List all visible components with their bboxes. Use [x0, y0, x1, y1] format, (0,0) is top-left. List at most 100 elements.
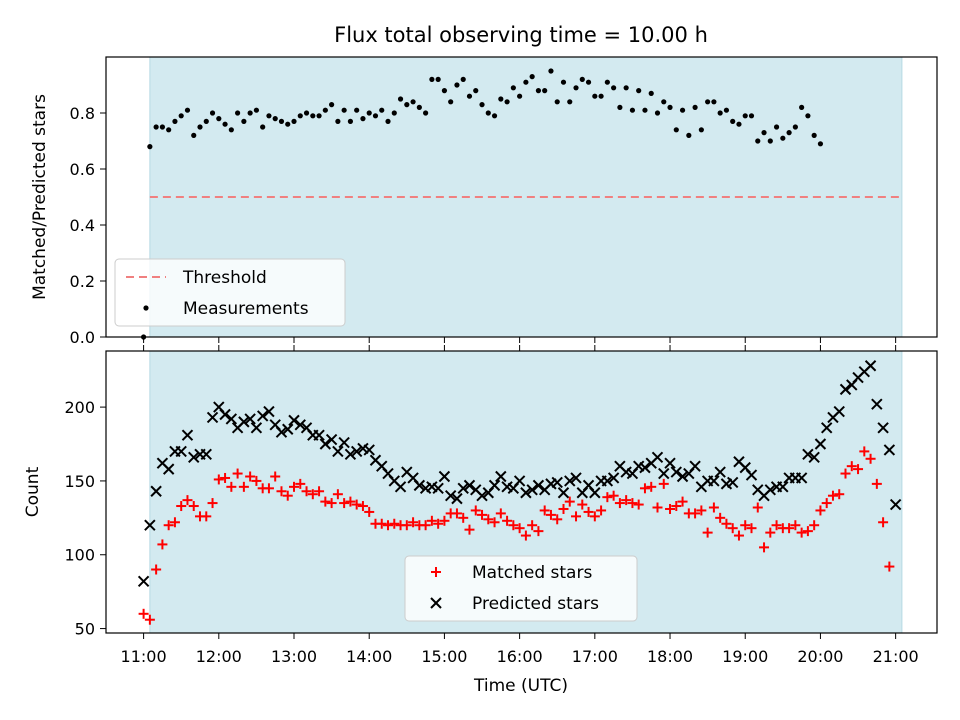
matched-star-point	[627, 498, 638, 509]
measurement-point	[611, 85, 617, 91]
predicted-star-point	[670, 466, 683, 478]
matched-star-point	[514, 523, 525, 534]
count-xtick-label: 11:00	[121, 647, 167, 666]
matched-star-point	[827, 490, 838, 501]
measurement-point	[153, 124, 159, 130]
count-ylabel: Count	[23, 466, 43, 517]
matched-star-point	[426, 515, 437, 526]
matched-star-point	[746, 523, 757, 534]
matched-star-point	[502, 515, 513, 526]
measurement-point	[260, 124, 266, 130]
matched-star-point	[213, 474, 224, 485]
matched-star-point	[790, 520, 801, 531]
matched-star-point	[639, 483, 650, 494]
measurement-point	[341, 107, 347, 113]
predicted-star-point	[363, 444, 375, 456]
matched-star-point	[508, 520, 519, 531]
predicted-star-point	[726, 476, 739, 489]
predicted-star-point	[275, 426, 288, 438]
matched-star-point	[621, 495, 632, 506]
predicted-star-point	[206, 411, 219, 424]
measurement-point	[485, 110, 491, 116]
count-xtick-label: 20:00	[797, 647, 843, 666]
predicted-star-point	[520, 487, 532, 499]
measurement-point	[266, 113, 272, 119]
matched-star-point	[552, 514, 563, 525]
predicted-star-point	[238, 416, 250, 428]
measurement-point	[535, 88, 542, 94]
measurement-point	[235, 110, 241, 116]
measurement-point	[755, 138, 761, 144]
measurement-point	[322, 107, 328, 113]
measurement-point	[773, 124, 780, 130]
matched-star-point	[608, 490, 619, 501]
ratio-ytick-label: 0.2	[70, 272, 95, 291]
predicted-star-point	[150, 485, 162, 497]
matched-star-point	[163, 520, 174, 531]
legend-threshold-label: Threshold	[182, 268, 267, 288]
ratio-legend-box	[114, 258, 346, 327]
predicted-star-point	[839, 383, 852, 396]
matched-star-point	[708, 502, 719, 513]
ratio-legend: Threshold Measurements	[114, 258, 346, 327]
predicted-star-point	[325, 433, 338, 446]
matched-star-point	[646, 481, 657, 492]
matched-star-point	[602, 492, 613, 503]
measurement-point	[272, 116, 278, 122]
measurement-point	[679, 107, 686, 113]
matched-star-point	[383, 520, 394, 531]
legend-predicted-marker	[430, 597, 442, 609]
matched-star-point	[702, 527, 713, 538]
measurement-point	[767, 138, 773, 144]
matched-star-point	[332, 489, 343, 500]
measurement-point	[435, 76, 441, 82]
measurement-point	[316, 113, 322, 119]
measurement-point	[742, 113, 748, 119]
measurement-point	[529, 74, 535, 80]
measurement-point	[592, 93, 598, 99]
measurement-point	[291, 118, 297, 124]
count-xlabel: Time (UTC)	[473, 676, 568, 696]
matched-star-point	[596, 505, 607, 516]
measurement-point	[648, 90, 654, 96]
matched-star-point	[470, 505, 481, 516]
predicted-star-point	[601, 475, 614, 487]
legend-matched-label: Matched stars	[472, 563, 592, 583]
predicted-star-point	[181, 429, 194, 441]
predicted-star-point	[394, 481, 407, 493]
matched-star-point	[439, 515, 450, 526]
predicted-star-point	[225, 413, 238, 425]
matched-star-point	[665, 503, 676, 514]
matched-star-point	[771, 520, 782, 531]
measurement-point	[404, 102, 410, 108]
count-ytick-label: 150	[64, 472, 95, 491]
predicted-star-point	[350, 445, 363, 458]
matched-star-point	[483, 514, 494, 525]
predicted-star-point	[777, 481, 789, 493]
measurement-point	[667, 104, 673, 110]
predicted-star-point	[250, 422, 263, 434]
predicted-star-point	[551, 476, 563, 489]
matched-star-point	[671, 501, 682, 512]
matched-star-point	[188, 501, 199, 512]
matched-star-point	[614, 498, 625, 509]
measurement-point	[730, 118, 736, 124]
measurement-point	[429, 76, 435, 82]
measurement-point	[184, 107, 191, 113]
matched-star-point	[220, 472, 231, 483]
measurement-point	[811, 132, 817, 138]
measurement-point	[360, 116, 366, 122]
measurement-point	[172, 118, 178, 124]
predicted-star-point	[188, 451, 200, 464]
matched-star-point	[401, 520, 412, 531]
measurement-point	[460, 76, 466, 82]
legend-predicted-label: Predicted stars	[472, 594, 599, 614]
measurement-point	[686, 132, 692, 138]
measurement-point	[642, 107, 648, 113]
measurement-point	[454, 82, 460, 88]
measurement-point	[216, 116, 222, 122]
predicted-star-point	[263, 405, 275, 418]
predicted-star-point	[814, 438, 827, 450]
measurement-point	[817, 141, 824, 147]
